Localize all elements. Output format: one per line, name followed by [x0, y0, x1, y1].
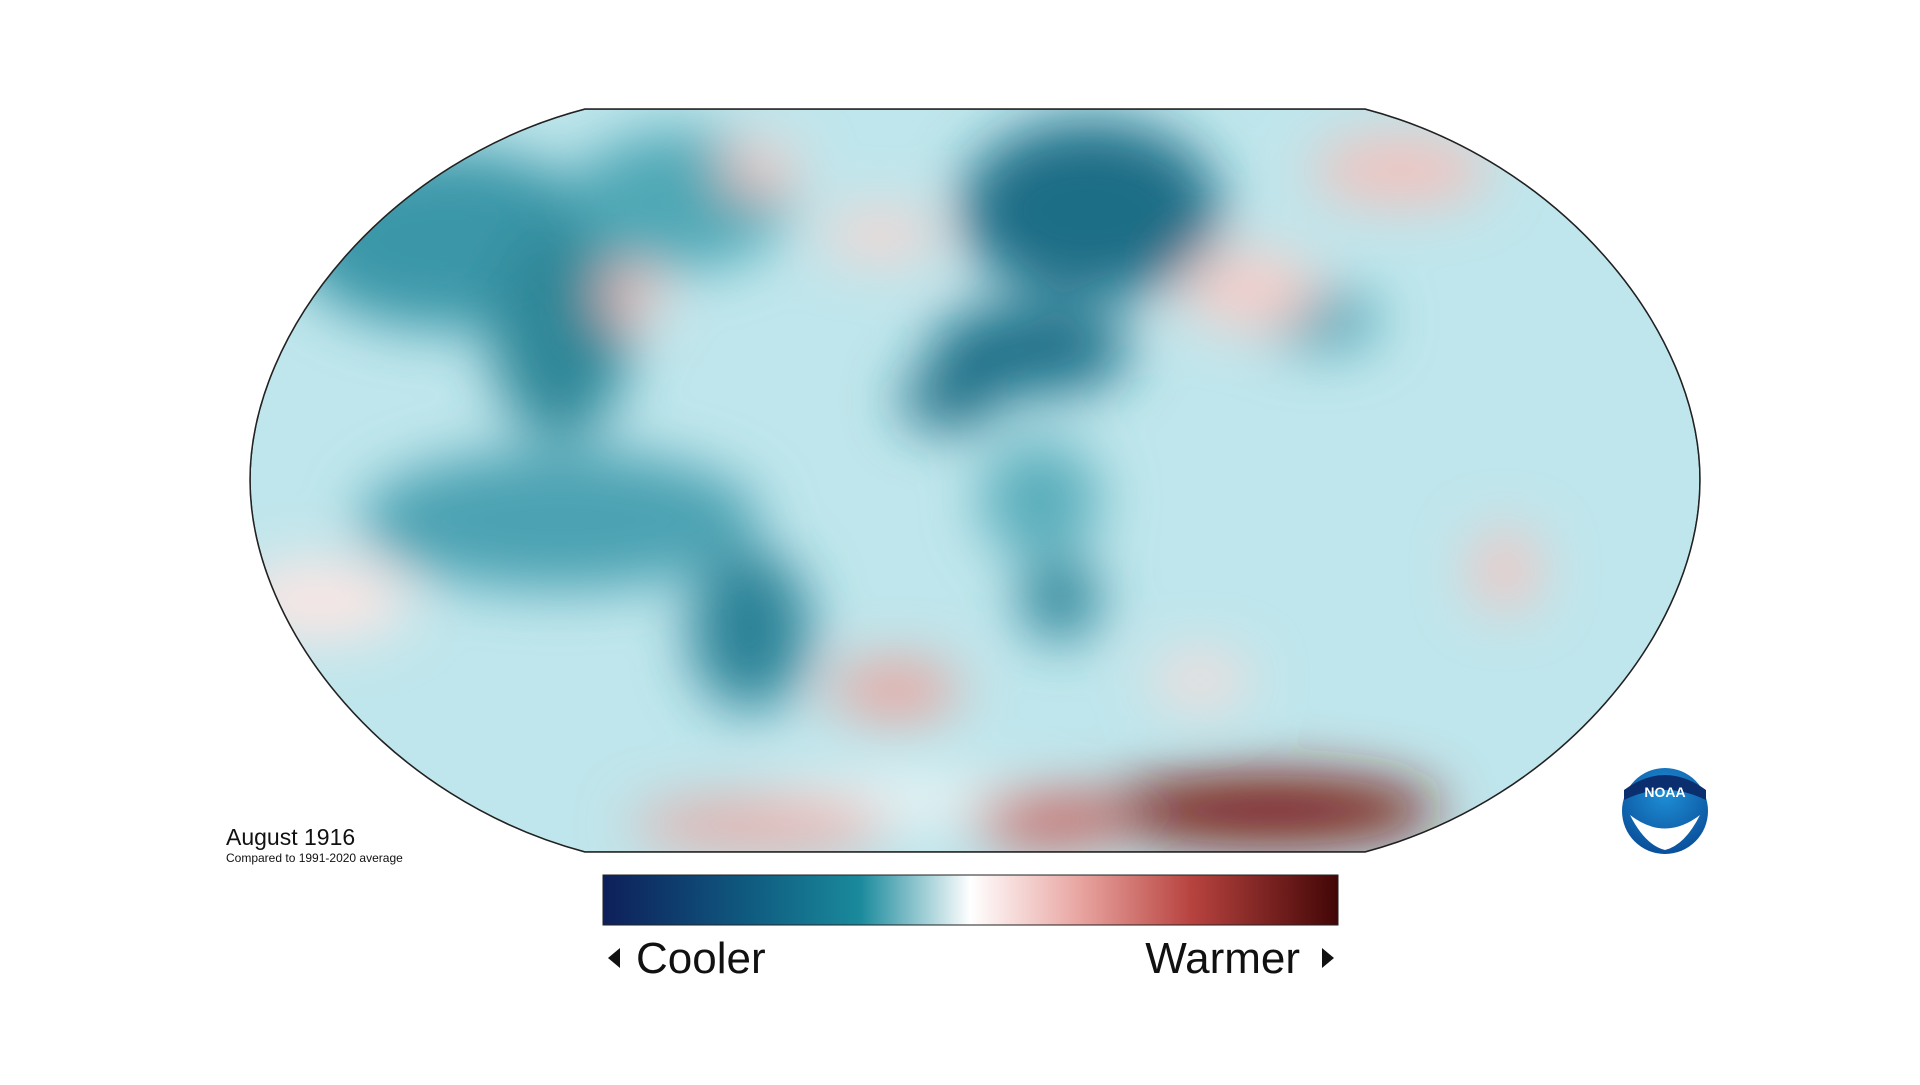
- legend-high: Warmer: [1145, 934, 1300, 983]
- map-subtitle: Compared to 1991-2020 average: [226, 851, 403, 865]
- noaa-logo: NOAA: [1622, 768, 1708, 854]
- map-title: August 1916: [226, 824, 355, 850]
- legend-low: Cooler: [636, 934, 766, 983]
- logo-text: NOAA: [1644, 784, 1685, 800]
- arrow-right: [1322, 948, 1334, 968]
- arrow-left: [608, 948, 620, 968]
- map-outline: [249, 108, 1701, 853]
- color-scale: [602, 874, 1339, 926]
- anomaly-map: [250, 109, 1700, 852]
